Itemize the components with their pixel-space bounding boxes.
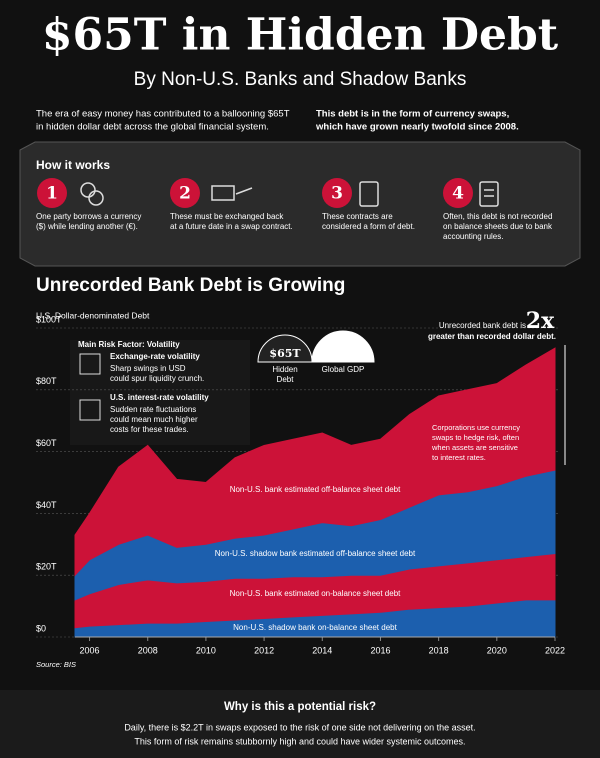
badge-shape <box>257 334 313 363</box>
how-title: How it works <box>36 158 110 172</box>
risk-item-text: costs for these trades. <box>110 425 189 434</box>
footer-box <box>0 690 600 758</box>
y-axis-label: U.S. Dollar-denominated Debt <box>36 310 150 320</box>
hedge-text: Corporations use currency <box>432 423 520 432</box>
step-text: ($) while lending another (€). <box>36 222 138 231</box>
step-badge <box>322 178 352 208</box>
step-text: at a future date in a swap contract. <box>170 222 293 231</box>
intro-right: which have grown nearly twofold since 20… <box>315 122 519 133</box>
badge-text: Global GDP <box>322 365 365 374</box>
y-tick-label: $40T <box>36 500 57 510</box>
badge-value: $104T <box>324 347 364 360</box>
risk-item-text: could spur liquidity crunch. <box>110 374 204 383</box>
ratio: 2x <box>526 308 555 334</box>
badge-value: $65T <box>269 347 301 360</box>
series-label: Non-U.S. shadow bank estimated off-balan… <box>215 549 416 558</box>
risk-icon <box>79 399 101 421</box>
how-box <box>19 141 581 267</box>
step-text: Often, this debt is not recorded <box>443 212 552 221</box>
chart-title: Unrecorded Bank Debt is Growing <box>36 275 345 296</box>
step-text: These contracts are <box>322 212 393 221</box>
step-badge <box>37 178 67 208</box>
x-tick-label: 2016 <box>370 645 390 655</box>
series-label: Non-U.S. shadow bank on-balance sheet de… <box>233 623 397 632</box>
title: $65T in Hidden Debt <box>42 10 559 61</box>
footer-text: Daily, there is $2.2T in swaps exposed t… <box>124 722 475 732</box>
badge-shape <box>311 330 375 363</box>
step-text: considered a form of debt. <box>322 222 415 231</box>
step-text: on balance sheets due to bank <box>443 222 553 231</box>
subtitle: By Non-U.S. Banks and Shadow Banks <box>134 69 467 90</box>
y-tick-label: $20T <box>36 562 57 572</box>
y-tick-label: $80T <box>36 376 57 386</box>
intro-left: The era of easy money has contributed to… <box>36 109 290 120</box>
step-badge <box>170 178 200 208</box>
x-tick-label: 2014 <box>312 645 332 655</box>
risk-item-text: Sharp swings in USD <box>110 364 186 373</box>
hedge-text: swaps to hedge risk, often <box>432 433 519 442</box>
y-tick-label: $60T <box>36 438 57 448</box>
x-tick-label: 2008 <box>138 645 158 655</box>
intro-left: in hidden dollar debt across the global … <box>36 122 269 133</box>
risk-item-title: Exchange-rate volatility <box>110 352 200 361</box>
area <box>74 347 556 577</box>
x-tick-label: 2012 <box>254 645 274 655</box>
ratio-text: greater than recorded dollar debt. <box>428 332 556 341</box>
series-label: Non-U.S. bank estimated on-balance sheet… <box>230 589 402 598</box>
step-text: accounting rules. <box>443 232 503 241</box>
x-tick-label: 2010 <box>196 645 216 655</box>
step-number: 3 <box>331 184 343 204</box>
badge-text: Hidden <box>272 365 297 374</box>
footer-text: This form of risk remains stubbornly hig… <box>134 736 465 746</box>
risk-item-title: U.S. interest-rate volatility <box>110 393 209 402</box>
footer-title: Why is this a potential risk? <box>224 701 376 713</box>
step-icons <box>80 181 499 207</box>
badge-text: Debt <box>277 375 295 384</box>
step-text: One party borrows a currency <box>36 212 141 221</box>
intro-right: This debt is in the form of currency swa… <box>316 109 509 120</box>
ratio-text: Unrecorded bank debt is <box>439 321 526 330</box>
risk-title: Main Risk Factor: Volatility <box>78 340 180 349</box>
hedge-text: to interest rates. <box>432 453 486 462</box>
x-tick-label: 2006 <box>80 645 100 655</box>
risk-item-text: could mean much higher <box>110 415 198 424</box>
y-tick-label: $100T <box>36 314 62 324</box>
step-badge <box>443 178 473 208</box>
y-tick-label: $0 <box>36 623 46 633</box>
risk-item-text: Sudden rate fluctuations <box>110 405 196 414</box>
x-tick-label: 2022 <box>545 645 565 655</box>
x-tick-label: 2020 <box>487 645 507 655</box>
step-number: 1 <box>46 184 58 204</box>
step-number: 4 <box>452 184 464 204</box>
step-text: These must be exchanged back <box>170 212 284 221</box>
step-number: 2 <box>179 184 191 204</box>
risk-icon <box>79 353 101 375</box>
hedge-text: when assets are sensitive <box>431 443 518 452</box>
x-tick-label: 2018 <box>429 645 449 655</box>
series-label: Non-U.S. bank estimated off-balance shee… <box>230 485 401 494</box>
source: Source: BIS <box>36 660 76 669</box>
